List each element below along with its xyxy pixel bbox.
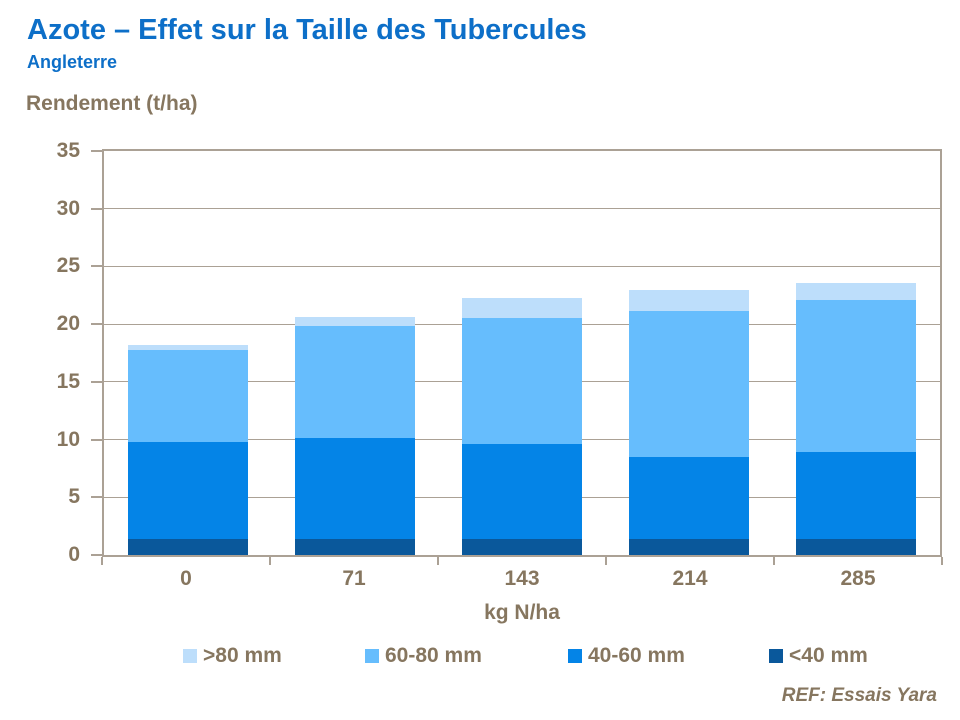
bar-segment-60-80-mm-214: [629, 311, 750, 457]
x-tick-label-143: 143: [504, 567, 540, 590]
bar-segment-40-60-mm-0: [127, 441, 248, 539]
bar-segment--40-mm-71: [294, 538, 415, 555]
y-tick-label-20: 20: [56, 312, 80, 336]
legend-item-60-80-mm: 60-80 mm: [365, 644, 482, 667]
y-tick-15: [91, 380, 102, 383]
bar-segment-40-60-mm-71: [294, 438, 415, 539]
x-tick-label-0: 0: [180, 567, 192, 590]
slide-subtitle: Angleterre: [27, 52, 118, 72]
x-tick-1: [269, 557, 271, 565]
bar-segment-60-80-mm-0: [127, 349, 248, 442]
y-axis-title: Rendement (t/ha): [26, 92, 198, 115]
bar-segment--40-mm-143: [462, 538, 582, 555]
legend-item-40-60-mm: 40-60 mm: [568, 644, 685, 667]
bar-segment-40-60-mm-285: [796, 452, 917, 539]
gridline-30: [104, 208, 940, 210]
bar-segment--40-mm-0: [127, 538, 248, 555]
x-tick-2: [437, 557, 439, 565]
legend-label: >80 mm: [203, 644, 282, 667]
y-tick-5: [91, 496, 102, 499]
legend-label: 40-60 mm: [588, 644, 685, 667]
gridline-25: [104, 265, 940, 267]
y-tick-label-0: 0: [68, 543, 80, 566]
bar-segment-60-80-mm-285: [796, 299, 917, 453]
bar-segment--40-mm-285: [796, 538, 917, 555]
bar-segment-60-80-mm-71: [294, 326, 415, 439]
x-tick-4: [773, 557, 775, 565]
legend-swatch-icon: [365, 649, 379, 663]
legend-item--80-mm: >80 mm: [183, 644, 282, 667]
plot-area: [102, 149, 942, 557]
bar-segment-40-60-mm-214: [629, 456, 750, 539]
x-axis-title: kg N/ha: [484, 601, 560, 624]
legend-item--40-mm: <40 mm: [769, 644, 868, 667]
slide-title: Azote – Effet sur la Taille des Tubercul…: [27, 14, 587, 46]
legend-label: <40 mm: [789, 644, 868, 667]
bar-segment--80-mm-285: [796, 282, 917, 300]
x-tick-5: [941, 557, 943, 565]
bar-segment-60-80-mm-143: [462, 318, 582, 445]
y-tick-label-5: 5: [68, 485, 80, 509]
y-tick-label-30: 30: [56, 196, 80, 220]
y-tick-label-15: 15: [56, 369, 80, 393]
y-tick-30: [91, 207, 102, 210]
x-tick-label-71: 71: [342, 567, 366, 590]
y-tick-label-25: 25: [56, 254, 80, 278]
x-tick-0: [101, 557, 103, 565]
y-tick-label-35: 35: [56, 139, 80, 162]
legend-swatch-icon: [568, 649, 582, 663]
legend-label: 60-80 mm: [385, 644, 482, 667]
y-tick-25: [91, 265, 102, 268]
y-tick-0: [91, 554, 102, 556]
bar-segment--80-mm-0: [127, 344, 248, 350]
x-tick-label-214: 214: [672, 567, 708, 590]
x-tick-3: [605, 557, 607, 565]
bar-segment--40-mm-214: [629, 538, 750, 555]
bar-segment--80-mm-143: [462, 297, 582, 319]
y-tick-35: [91, 150, 102, 152]
y-tick-20: [91, 323, 102, 326]
legend-swatch-icon: [769, 649, 783, 663]
bar-segment-40-60-mm-143: [462, 444, 582, 539]
bar-segment--80-mm-214: [629, 289, 750, 312]
legend-swatch-icon: [183, 649, 197, 663]
y-tick-label-10: 10: [56, 427, 80, 451]
y-tick-10: [91, 438, 102, 441]
x-tick-label-285: 285: [840, 567, 876, 590]
reference-note: REF: Essais Yara: [781, 685, 937, 706]
bar-segment--80-mm-71: [294, 317, 415, 327]
